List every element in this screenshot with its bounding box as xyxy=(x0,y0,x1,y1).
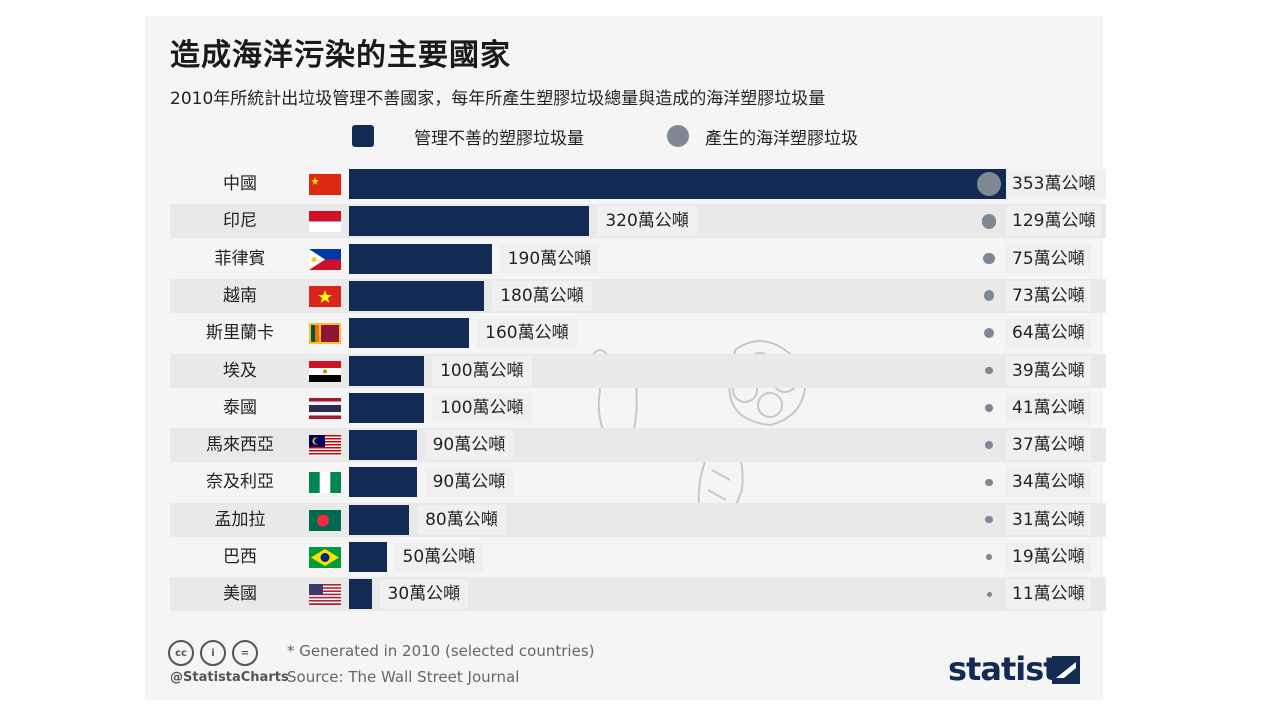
statista-handle: @StatistaCharts xyxy=(170,670,289,685)
legend-bar-swatch xyxy=(352,125,374,147)
chart-row: 泰國 100萬公噸 41萬公噸 xyxy=(170,391,1106,425)
bubble-data-label: 75萬公噸 xyxy=(1006,243,1091,274)
bubble-data-label: 31萬公噸 xyxy=(1006,504,1091,535)
bubble xyxy=(983,253,995,265)
bubble xyxy=(986,554,992,560)
flag-br-icon xyxy=(309,547,341,568)
bar-data-label: 160萬公噸 xyxy=(477,318,577,349)
bubble-data-label: 37萬公噸 xyxy=(1006,430,1091,461)
bar xyxy=(349,467,417,498)
bubble-data-label: 129萬公噸 xyxy=(1006,206,1102,237)
bar-data-label: 190萬公噸 xyxy=(499,243,600,274)
chart-row: 巴西 50萬公噸 19萬公噸 xyxy=(170,540,1106,574)
statista-logo-icon xyxy=(1052,656,1080,684)
creative-commons-icon: cc xyxy=(168,640,194,666)
bar xyxy=(349,169,1010,199)
bubble-data-label: 73萬公噸 xyxy=(1006,280,1091,311)
source-note: Source: The Wall Street Journal xyxy=(287,668,520,686)
bar xyxy=(349,355,425,386)
flag-lk-icon xyxy=(309,323,341,345)
legend-dot: 產生的海洋塑膠垃圾 xyxy=(667,122,858,150)
bubble xyxy=(985,441,993,449)
bar xyxy=(349,206,590,237)
no-derivatives-icon: = xyxy=(232,640,258,666)
bubble xyxy=(977,172,1001,196)
chart-row: 馬來西亞 90萬公噸 37萬公噸 xyxy=(170,428,1106,463)
bubble xyxy=(983,328,995,339)
category-label: 馬來西亞 xyxy=(206,435,274,456)
chart-title: 造成海洋污染的主要國家 xyxy=(170,38,511,73)
footnote: * Generated in 2010 (selected countries) xyxy=(287,642,595,660)
category-label: 泰國 xyxy=(223,397,257,418)
attribution-icon: i xyxy=(200,640,226,666)
bubble-data-label: 64萬公噸 xyxy=(1006,318,1091,349)
bar-data-label: 90萬公噸 xyxy=(424,430,514,461)
chart-row: 奈及利亞 90萬公噸 34萬公噸 xyxy=(170,465,1106,499)
flag-vn-icon xyxy=(309,285,341,307)
bubble-data-label: 39萬公噸 xyxy=(1006,355,1091,386)
bubble-data-label: 41萬公噸 xyxy=(1006,392,1091,423)
chart-row: 菲律賓 190萬公噸 75萬公噸 xyxy=(170,242,1106,276)
flag-my-icon xyxy=(309,435,341,457)
flag-ph-icon xyxy=(309,248,341,270)
chart-row: 美國 30萬公噸 11萬公噸 xyxy=(170,577,1106,612)
bubble xyxy=(985,516,993,524)
category-label: 奈及利亞 xyxy=(206,472,274,493)
category-label: 巴西 xyxy=(223,547,257,567)
flag-eg-icon xyxy=(309,360,341,382)
chart-row: 孟加拉 80萬公噸 31萬公噸 xyxy=(170,502,1106,537)
bar-data-label: 80萬公噸 xyxy=(417,504,506,535)
bubble xyxy=(981,214,997,229)
bubble xyxy=(985,366,993,375)
legend-dot-label: 產生的海洋塑膠垃圾 xyxy=(705,128,858,149)
bar-data-label: 30萬公噸 xyxy=(379,579,469,610)
bubble-data-label: 11萬公噸 xyxy=(1006,579,1091,610)
bar-data-label: 320萬公噸 xyxy=(597,206,697,237)
bubble xyxy=(986,591,992,597)
bubble-data-label: 19萬公噸 xyxy=(1006,542,1091,572)
flag-th-icon xyxy=(309,397,341,419)
flag-id-icon xyxy=(309,211,341,233)
bubble xyxy=(984,403,994,412)
bar xyxy=(349,280,485,311)
chart-row: 印尼 320萬公噸 129萬公噸 xyxy=(170,204,1106,239)
legend-bar-label: 管理不善的塑膠垃圾量 xyxy=(414,128,584,149)
bubble-data-label: 34萬公噸 xyxy=(1006,467,1091,498)
bar-data-label: 50萬公噸 xyxy=(394,542,484,572)
bar xyxy=(349,430,417,461)
bar xyxy=(349,243,492,274)
flag-us-icon xyxy=(309,584,341,606)
flag-cn-icon xyxy=(309,174,341,195)
bar xyxy=(349,392,425,423)
flag-bd-icon xyxy=(309,509,341,531)
bar xyxy=(349,504,410,535)
category-label: 斯里蘭卡 xyxy=(206,323,274,344)
category-label: 越南 xyxy=(223,285,257,306)
license-icons: cc i = xyxy=(168,640,258,666)
chart-subtitle: 2010年所統計出垃圾管理不善國家，每年所產生塑膠垃圾總量與造成的海洋塑膠垃圾量 xyxy=(170,89,826,109)
bar xyxy=(349,542,387,572)
chart-row: 越南 180萬公噸 73萬公噸 xyxy=(170,278,1106,313)
chart-row: 中國880萬公噸353萬公噸 xyxy=(170,167,1106,224)
category-label: 埃及 xyxy=(223,360,257,381)
bar-data-label: 180萬公噸 xyxy=(492,280,592,311)
bar xyxy=(349,318,470,349)
category-label: 中國 xyxy=(223,174,257,194)
bubble-data-label: 353萬公噸 xyxy=(1006,169,1102,199)
legend-dot-swatch xyxy=(667,125,689,147)
legend-bar: 管理不善的塑膠垃圾量 xyxy=(352,122,584,150)
bar xyxy=(349,579,372,610)
chart-row: 埃及 100萬公噸 39萬公噸 xyxy=(170,353,1106,388)
category-label: 印尼 xyxy=(223,211,257,232)
bar-data-label: 90萬公噸 xyxy=(424,467,514,498)
chart-row: 斯里蘭卡 160萬公噸 64萬公噸 xyxy=(170,316,1106,350)
category-label: 菲律賓 xyxy=(214,248,266,269)
bubble xyxy=(985,478,993,487)
bar-data-label: 100萬公噸 xyxy=(432,392,532,423)
bar-data-label: 100萬公噸 xyxy=(432,355,532,386)
flag-ng-icon xyxy=(309,472,341,494)
bubble xyxy=(983,290,995,302)
category-label: 美國 xyxy=(223,584,257,605)
category-label: 孟加拉 xyxy=(214,509,266,530)
